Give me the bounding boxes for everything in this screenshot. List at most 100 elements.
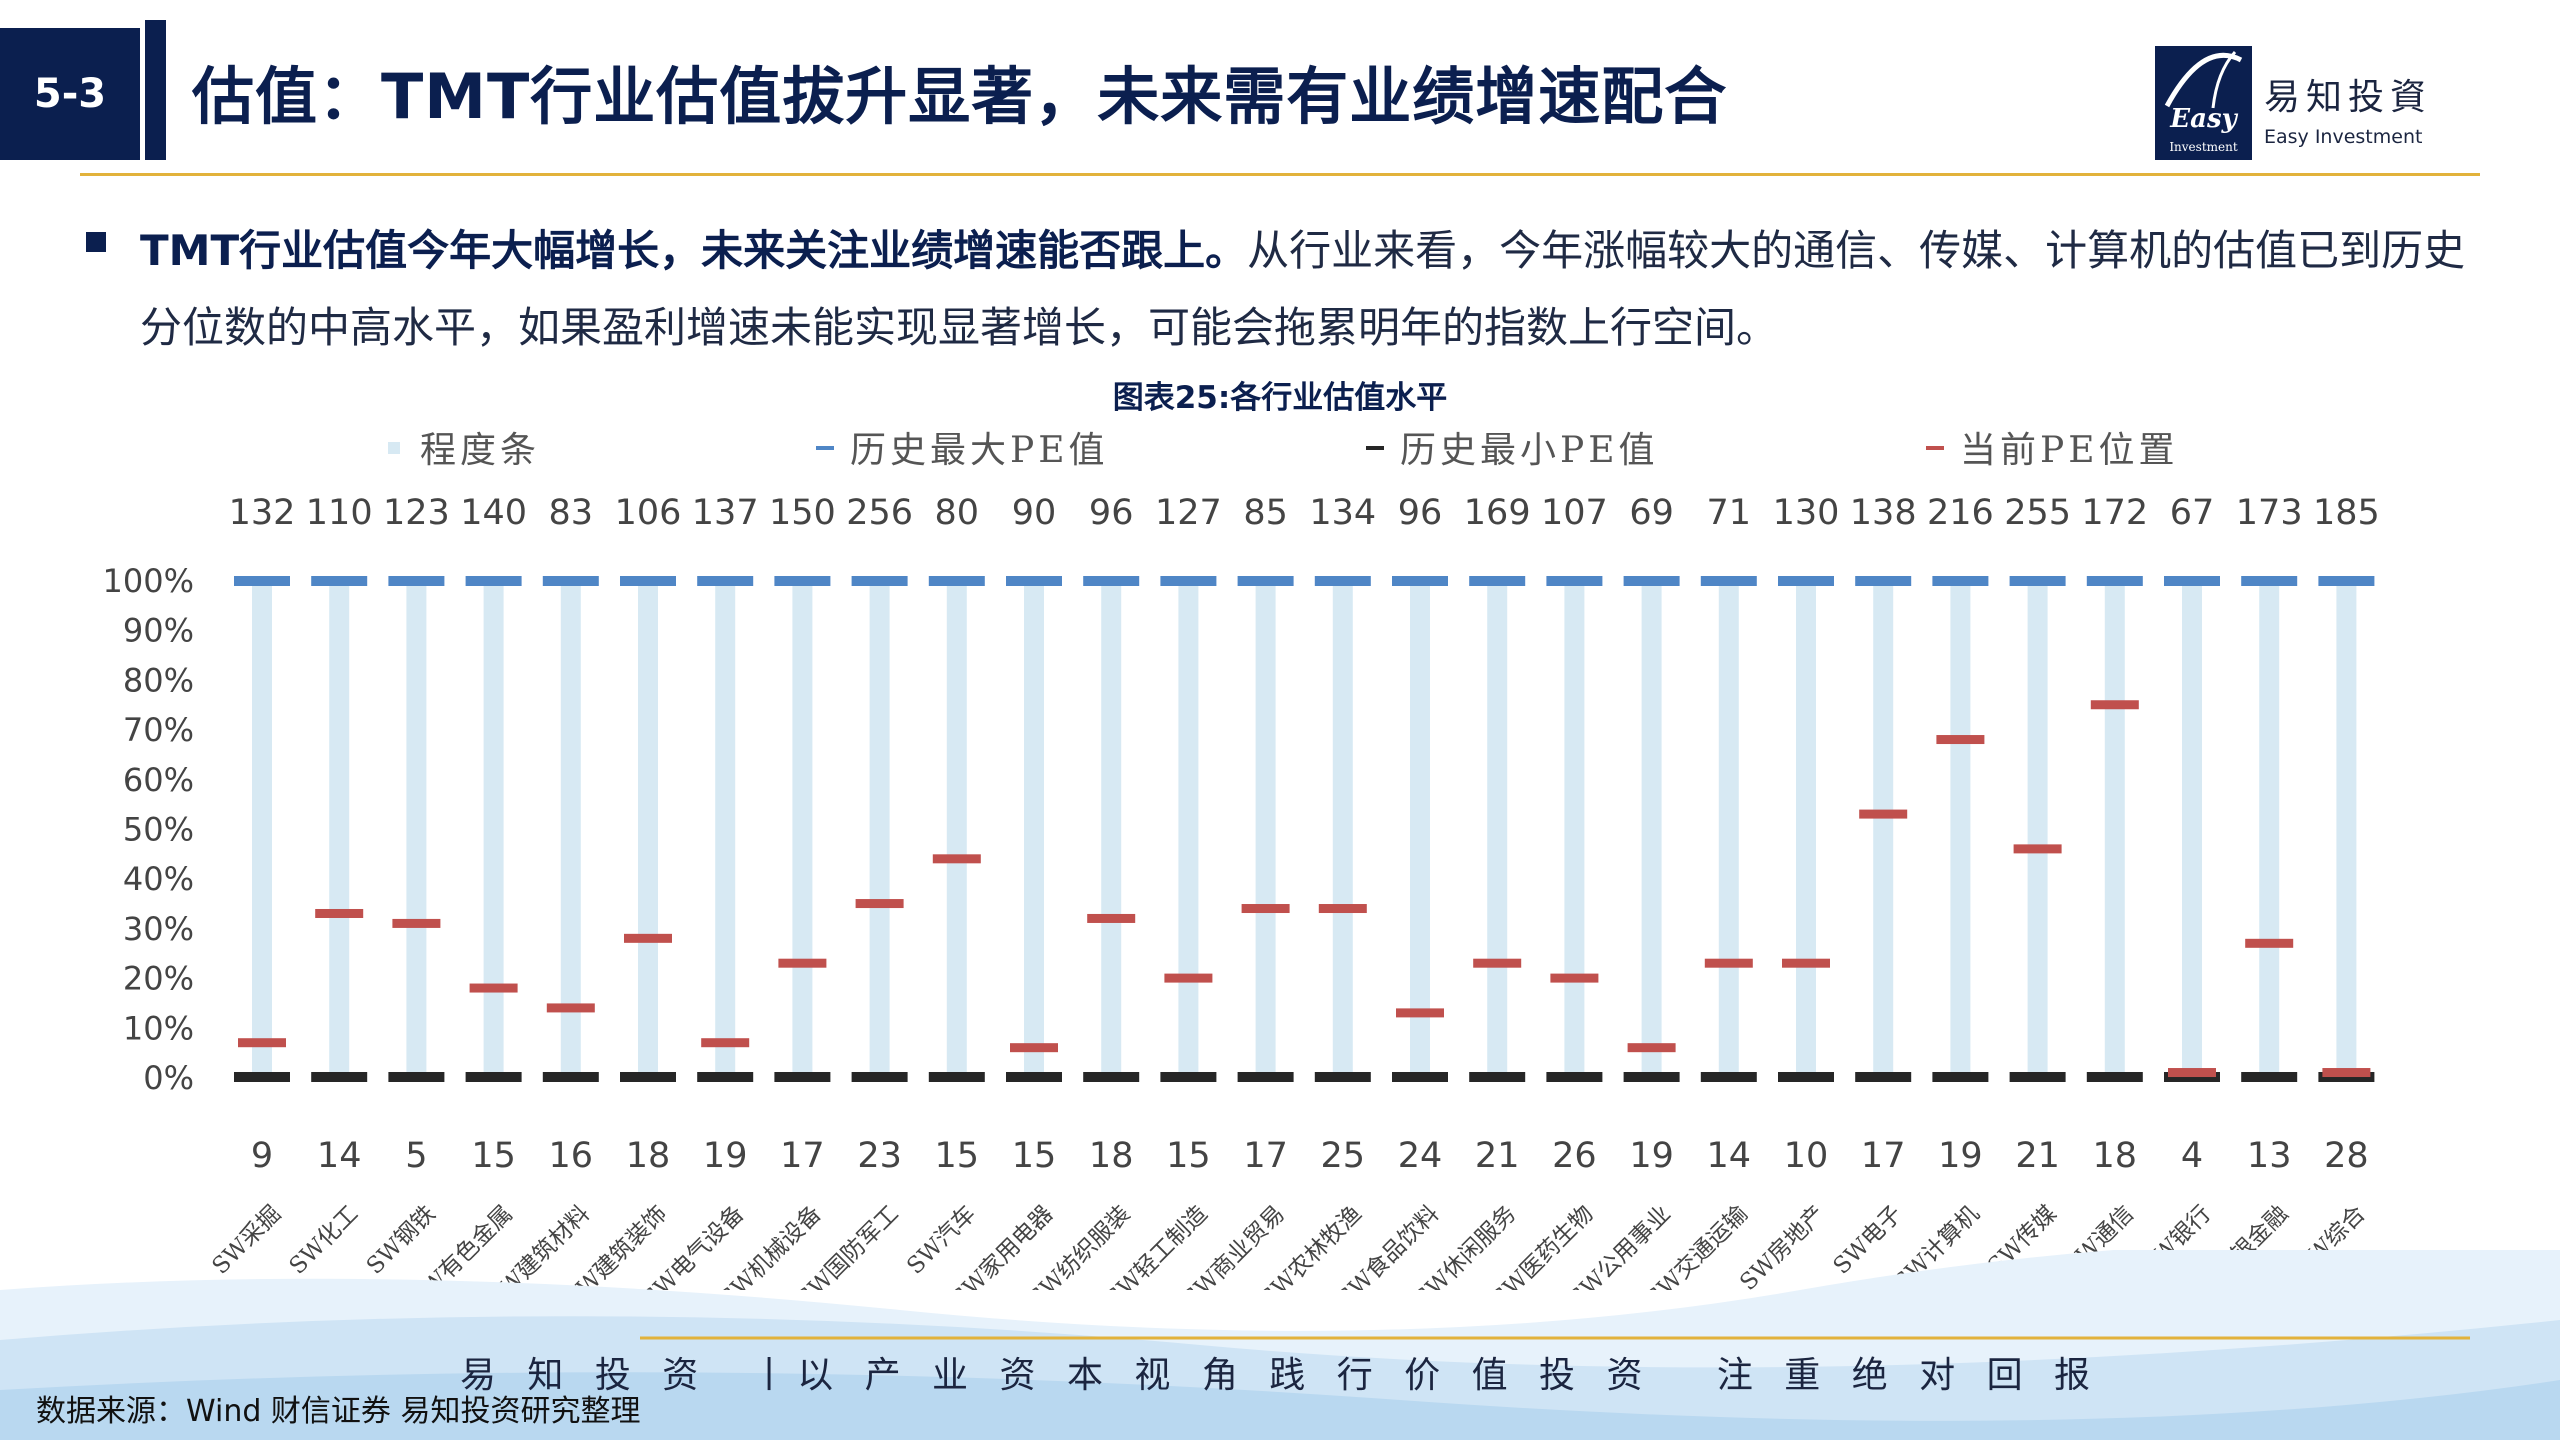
min-pe-label: 28	[2324, 1136, 2369, 1176]
max-pe-mark	[2318, 576, 2375, 586]
min-pe-label: 10	[1784, 1136, 1829, 1176]
range-bar	[2104, 581, 2125, 1078]
max-pe-label: 216	[1927, 493, 1994, 533]
max-pe-label: 69	[1629, 493, 1674, 533]
min-pe-mark	[1855, 1072, 1912, 1082]
min-pe-mark	[774, 1072, 831, 1082]
max-pe-label: 96	[1089, 493, 1134, 533]
y-tick-label: 10%	[123, 1009, 194, 1047]
current-pe-mark	[392, 918, 441, 928]
y-tick-label: 0%	[143, 1059, 194, 1097]
range-bar	[1564, 581, 1585, 1078]
min-pe-label: 21	[2015, 1136, 2060, 1176]
min-pe-label: 15	[1166, 1136, 1211, 1176]
current-pe-mark	[1936, 735, 1985, 745]
current-pe-mark	[1241, 904, 1290, 914]
current-pe-mark	[624, 933, 672, 943]
max-pe-label: 130	[1773, 493, 1840, 533]
bullet-bold: TMT行业估值今年大幅增长，未来关注业绩增速能否跟上。	[140, 226, 1248, 275]
legend-label: 历史最小PE值	[1400, 430, 1659, 471]
range-bar	[792, 581, 813, 1078]
range-bar	[1255, 581, 1276, 1078]
min-pe-label: 15	[935, 1136, 980, 1176]
current-pe-mark	[932, 854, 981, 864]
max-pe-label: 137	[692, 493, 759, 533]
min-pe-mark	[2241, 1072, 2298, 1082]
max-pe-label: 140	[460, 493, 527, 533]
range-bar	[1101, 581, 1122, 1078]
max-pe-label: 256	[846, 493, 913, 533]
max-pe-label: 172	[2081, 493, 2148, 533]
min-pe-label: 14	[1707, 1136, 1752, 1176]
min-pe-mark	[1083, 1072, 1140, 1082]
max-pe-label: 110	[306, 493, 373, 533]
y-tick-label: 90%	[123, 612, 194, 650]
max-pe-mark	[2009, 576, 2066, 586]
data-source: 数据来源：Wind 财信证券 易知投资研究整理	[36, 1394, 641, 1429]
min-pe-mark	[1778, 1072, 1834, 1082]
max-pe-mark	[1160, 576, 1217, 586]
current-pe-mark	[1010, 1043, 1058, 1053]
min-pe-label: 15	[471, 1136, 516, 1176]
current-pe-mark	[1318, 904, 1367, 914]
min-pe-mark	[1700, 1072, 1757, 1082]
min-pe-mark	[1160, 1072, 1217, 1082]
min-pe-mark	[388, 1072, 445, 1082]
max-pe-mark	[1083, 576, 1140, 586]
range-bar	[2259, 581, 2280, 1078]
max-pe-mark	[1855, 576, 1912, 586]
min-pe-label: 25	[1321, 1136, 1366, 1176]
max-pe-mark	[1392, 576, 1448, 586]
range-bar	[1410, 581, 1430, 1078]
max-pe-label: 169	[1464, 493, 1531, 533]
current-pe-mark	[701, 1038, 750, 1048]
min-pe-label: 18	[2093, 1136, 2138, 1176]
range-bar	[946, 581, 967, 1078]
max-pe-label: 96	[1398, 493, 1443, 533]
swoosh-icon	[2164, 50, 2243, 109]
max-pe-label: 107	[1541, 493, 1608, 533]
range-bar	[1873, 581, 1894, 1078]
max-pe-label: 80	[935, 493, 980, 533]
range-bar	[329, 581, 350, 1078]
current-pe-mark	[1087, 913, 1136, 923]
min-pe-mark	[1469, 1072, 1526, 1082]
max-pe-label: 83	[549, 493, 594, 533]
min-pe-label: 24	[1398, 1136, 1443, 1176]
current-pe-mark	[1704, 958, 1753, 968]
current-pe-mark	[2013, 844, 2062, 854]
current-pe-mark	[238, 1038, 286, 1048]
current-pe-mark	[546, 1003, 595, 1013]
min-pe-label: 13	[2247, 1136, 2292, 1176]
bullet-text: 从行业来看，今年涨幅较大的通信、传媒、计算机的估值已到历史分位数的中高水平，如果…	[140, 226, 2466, 352]
range-bar	[2182, 581, 2202, 1078]
legend-swatch	[1926, 446, 1944, 450]
range-bar	[1796, 581, 1816, 1078]
min-pe-mark	[2086, 1072, 2143, 1082]
bullet-paragraph: TMT行业估值今年大幅增长，未来关注业绩增速能否跟上。从行业来看，今年涨幅较大的…	[140, 212, 2470, 366]
footer-slogan: 易 知 投 资 丨以 产 业 资 本 视 角 践 行 价 值 投 资 注 重 绝…	[459, 1355, 2101, 1396]
current-pe-mark	[1627, 1043, 1676, 1053]
max-pe-mark	[1932, 576, 1989, 586]
current-pe-mark	[778, 958, 827, 968]
range-bar	[406, 581, 427, 1078]
min-pe-label: 23	[857, 1136, 902, 1176]
range-bar	[1487, 581, 1508, 1078]
y-tick-label: 80%	[123, 661, 194, 699]
current-pe-mark	[469, 983, 518, 993]
current-pe-mark	[1859, 809, 1908, 819]
legend-swatch	[388, 442, 400, 454]
section-number: 5-3	[33, 71, 107, 117]
y-tick-label: 60%	[123, 761, 194, 799]
range-bar	[1641, 581, 1662, 1078]
min-pe-mark	[1932, 1072, 1989, 1082]
max-pe-mark	[1314, 576, 1371, 586]
max-pe-mark	[2241, 576, 2298, 586]
min-pe-mark	[1546, 1072, 1603, 1082]
current-pe-mark	[2168, 1068, 2216, 1078]
range-bar	[1178, 581, 1199, 1078]
range-bar	[483, 581, 504, 1078]
y-tick-label: 50%	[123, 811, 194, 849]
y-tick-label: 70%	[123, 711, 194, 749]
current-pe-mark	[2090, 700, 2139, 710]
